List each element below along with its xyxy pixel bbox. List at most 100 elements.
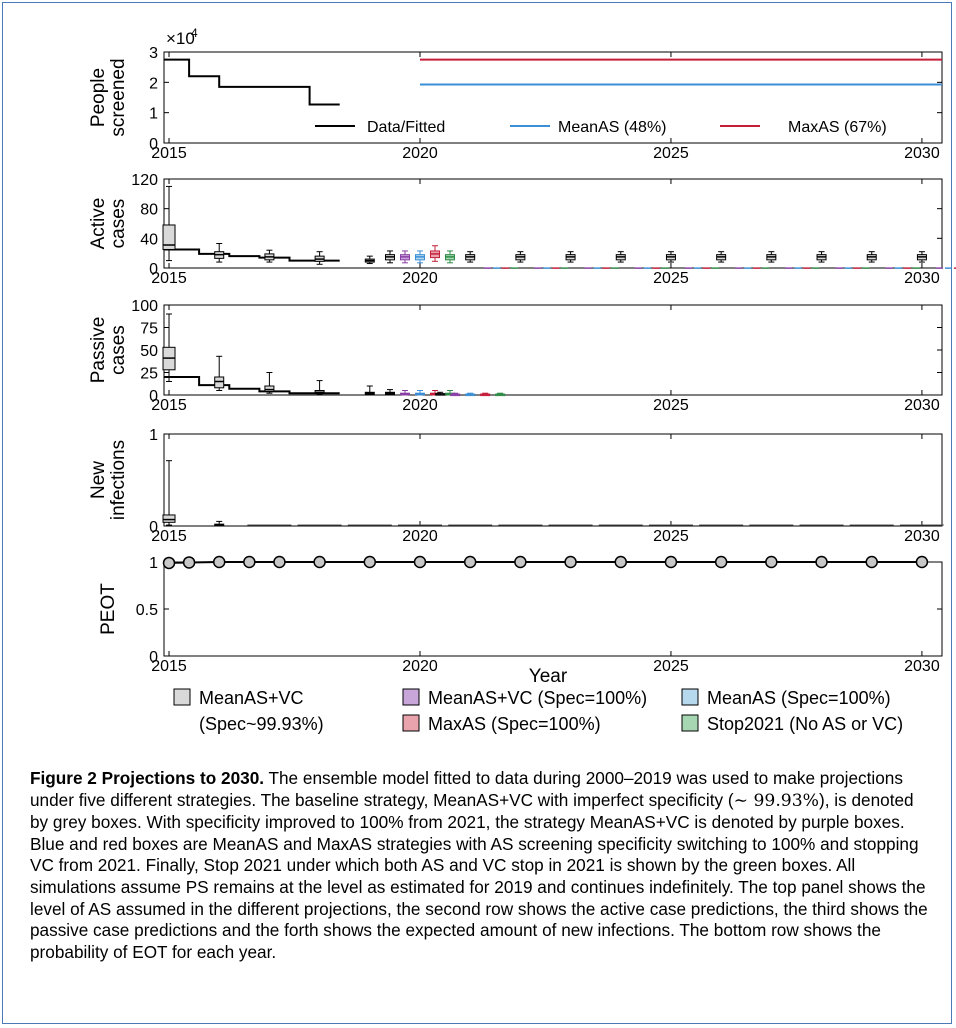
legend-entry-label: MeanAS (Spec=100%) [707, 688, 891, 708]
box-body [162, 514, 176, 523]
x-tick-label: 2025 [653, 270, 689, 287]
figure-caption: Figure 2 Projections to 2030. The ensemb… [30, 768, 935, 963]
x-tick-label: 2025 [653, 528, 689, 545]
legend-swatch [402, 688, 420, 706]
y-axis-label: New [88, 461, 109, 499]
fitted-line [164, 248, 340, 262]
legend-swatch [173, 688, 191, 706]
y-multiplier-exp: 4 [191, 26, 198, 40]
x-tick-label: 2020 [402, 270, 438, 287]
y-tick-label: 2 [149, 75, 158, 92]
panel-axes-box [163, 51, 943, 144]
peot-point [714, 555, 728, 569]
x-tick-label: 2030 [904, 270, 940, 287]
legend-label: Data/Fitted [367, 119, 445, 136]
x-tick-label: 2020 [402, 397, 438, 414]
caption-label: Figure 2 [30, 768, 97, 788]
x-tick-label: 2030 [904, 397, 940, 414]
peot-point [182, 556, 196, 569]
y-tick-label: 25 [140, 366, 158, 383]
y-multiplier: ×10 [166, 29, 195, 48]
y-axis-label: People [88, 68, 109, 127]
x-tick-label: 2025 [653, 397, 689, 414]
y-tick-label: 1 [149, 555, 158, 572]
peot-point [313, 555, 326, 569]
peot-point [363, 555, 377, 569]
caption-math: ∼ 99.93% [733, 790, 819, 811]
x-axis-label: Year [529, 666, 568, 687]
y-axis-label: Passive [88, 317, 109, 384]
y-tick-label: 40 [140, 231, 158, 248]
box-body [162, 224, 176, 250]
x-tick-label: 2030 [904, 528, 940, 545]
y-axis-label: cases [108, 199, 129, 249]
y-tick-label: 0.5 [136, 602, 158, 619]
peot-point [915, 555, 929, 569]
x-tick-label: 2015 [151, 528, 187, 545]
x-tick-label: 2025 [653, 145, 689, 162]
peot-point [614, 555, 628, 569]
y-tick-label: 0 [149, 261, 158, 278]
x-tick-label: 2015 [151, 145, 187, 162]
peot-point [564, 555, 577, 569]
y-tick-label: 1 [149, 106, 158, 123]
legend-entry-label: Stop2021 (No AS or VC) [707, 714, 903, 734]
y-tick-label: 120 [131, 172, 158, 189]
panel-axes-box [163, 304, 943, 396]
y-tick-label: 0 [149, 519, 158, 536]
panel-passive-cases [162, 304, 943, 397]
legend-entry-label: MaxAS (Spec=100%) [428, 714, 601, 734]
peot-point [243, 555, 256, 569]
peot-point [463, 555, 477, 569]
peot-point [815, 555, 828, 569]
y-axis-label: screened [108, 58, 129, 136]
legend-label: MaxAS (67%) [788, 119, 887, 136]
panel-axes-box [163, 178, 943, 269]
caption-text-1: The ensemble model fitted to data during… [30, 768, 903, 810]
peot-point [865, 555, 878, 569]
y-tick-label: 50 [140, 343, 158, 360]
x-tick-label: 2015 [151, 270, 187, 287]
peot-point [212, 555, 226, 569]
y-tick-label: 1 [149, 427, 158, 444]
legend-swatch [681, 688, 699, 706]
x-tick-label: 2015 [151, 397, 187, 414]
y-axis-label: infections [108, 440, 129, 520]
panel-active-cases [162, 178, 956, 269]
caption-title: Projections to 2030. [101, 768, 265, 788]
panel-people-screened [163, 51, 943, 144]
y-tick-label: 75 [140, 321, 158, 338]
legend-entry-label: MeanAS+VC [199, 688, 304, 708]
series-line [164, 58, 340, 106]
legend-entry-label: MeanAS+VC (Spec=100%) [428, 688, 647, 708]
y-axis-label: cases [108, 325, 129, 375]
y-tick-label: 0 [149, 388, 158, 405]
y-axis-label: PEOT [98, 583, 119, 635]
x-tick-label: 2030 [904, 145, 940, 162]
legend-swatch [402, 714, 420, 732]
peot-point [514, 555, 527, 569]
box-body [264, 385, 275, 392]
peot-point [273, 555, 286, 569]
peot-point [765, 555, 778, 569]
peot-point [664, 555, 678, 569]
caption-text-2: ), is denoted by grey boxes. With specif… [30, 789, 928, 962]
legend-label: MeanAS (48%) [558, 119, 667, 136]
x-tick-label: 2015 [151, 658, 187, 675]
fitted-line [164, 376, 340, 395]
y-tick-label: 80 [140, 202, 158, 219]
x-tick-label: 2025 [653, 658, 689, 675]
panel-peot [162, 555, 943, 657]
peot-point [413, 555, 427, 569]
panel-new-infections [162, 433, 944, 527]
panel-axes-box [163, 433, 943, 527]
panel-axes-box [163, 561, 943, 657]
legend-swatch [681, 714, 699, 732]
x-tick-label: 2020 [402, 658, 438, 675]
x-tick-label: 2020 [402, 145, 438, 162]
y-tick-label: 3 [149, 45, 158, 62]
y-axis-label: Active [88, 198, 109, 250]
x-tick-label: 2030 [904, 658, 940, 675]
